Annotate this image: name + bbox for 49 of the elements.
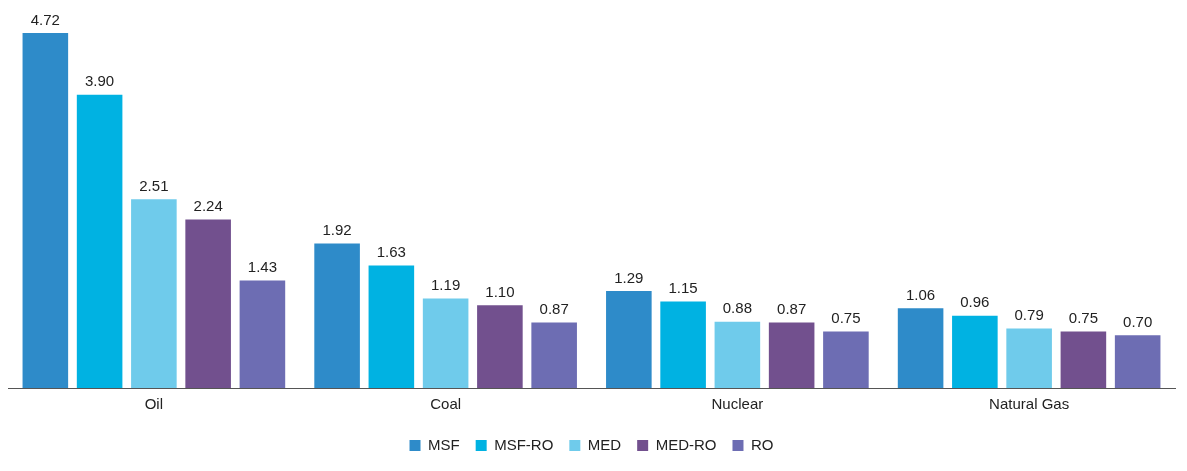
bar [1006, 328, 1052, 388]
legend-label: MED [587, 435, 622, 453]
data-label: 1.63 [376, 243, 406, 261]
bar [606, 290, 652, 388]
bar [823, 331, 869, 388]
data-label: 0.87 [539, 300, 569, 318]
x-tick-label: Nuclear [711, 395, 764, 413]
data-label: 1.43 [247, 258, 278, 276]
data-label: 1.10 [485, 282, 515, 300]
data-label: 1.92 [322, 221, 352, 239]
data-label: 0.75 [831, 309, 861, 327]
data-label: 0.87 [777, 300, 807, 318]
data-label: 0.75 [1068, 309, 1098, 327]
data-label: 0.70 [1123, 313, 1153, 330]
legend-label: MSF-RO [494, 435, 554, 453]
bar [22, 33, 69, 388]
data-label: 4.72 [30, 10, 60, 28]
data-label: 1.19 [431, 276, 461, 294]
x-tick-label: Natural Gas [989, 395, 1070, 413]
data-label: 0.79 [1014, 306, 1044, 324]
bar [768, 322, 815, 388]
bar [1114, 335, 1161, 388]
data-label: 2.24 [193, 197, 223, 215]
bar [531, 322, 577, 388]
data-label: 1.15 [668, 279, 698, 297]
bar [952, 315, 998, 388]
bar [185, 219, 231, 388]
bar [314, 243, 360, 388]
data-label: 1.06 [905, 285, 936, 303]
data-label: 0.88 [722, 299, 752, 317]
bar [422, 298, 469, 388]
bar [660, 301, 706, 388]
data-label: 1.29 [614, 268, 644, 286]
legend-label: MED-RO [655, 435, 717, 453]
data-label: 0.96 [960, 293, 990, 311]
legend-label: RO [750, 435, 774, 453]
x-tick-label: Oil [144, 395, 164, 413]
bar [76, 94, 123, 388]
bar [131, 199, 177, 388]
bar [714, 321, 761, 388]
bar [368, 265, 415, 388]
legend-label: MSF [428, 435, 460, 453]
data-label: 2.51 [139, 176, 169, 194]
bar [239, 280, 286, 388]
bar [1060, 331, 1107, 388]
data-label: 3.90 [85, 72, 115, 90]
bar [897, 308, 944, 388]
bar [477, 305, 523, 388]
x-tick-label: Coal [430, 395, 462, 413]
